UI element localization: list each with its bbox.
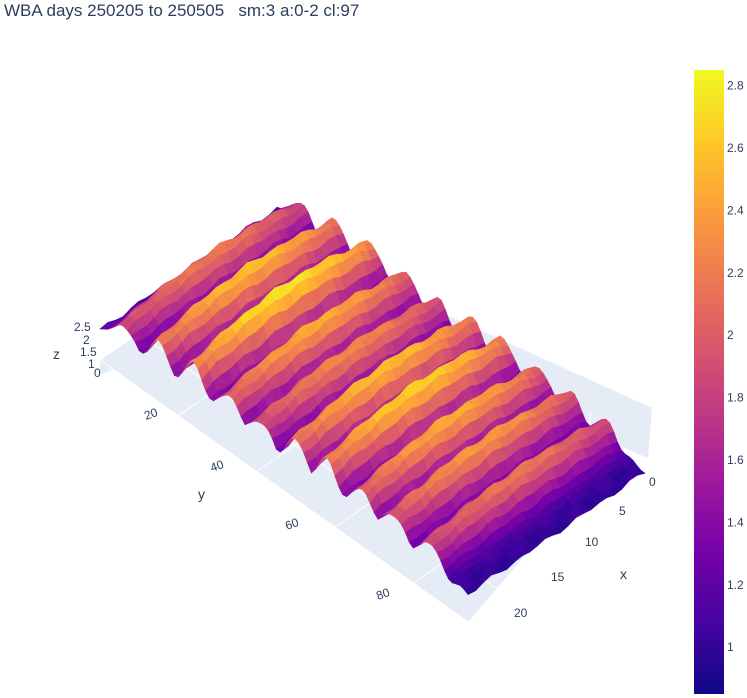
y-axis-ticks: 20 40 60 80 <box>142 405 392 603</box>
colorbar-tick-label: 1.8 <box>727 391 744 405</box>
colorbar <box>694 70 724 694</box>
z-tick-label: 2.5 <box>74 320 91 334</box>
y-tick-label: 60 <box>283 515 301 533</box>
y-tick-label: 20 <box>142 405 160 423</box>
y-tick-label: 80 <box>374 585 392 603</box>
z-tick-label: 1.5 <box>80 345 97 359</box>
x-tick-label: 10 <box>585 535 599 549</box>
x-tick-label: 0 <box>649 475 656 489</box>
x-axis-title: x <box>620 566 627 582</box>
colorbar-tick-label: 2.2 <box>727 266 744 280</box>
colorbar-tick-label: 2.4 <box>727 203 744 217</box>
surface-patch <box>463 585 477 595</box>
y-axis-title: y <box>198 486 205 502</box>
z-tick-label: 0 <box>94 366 101 380</box>
colorbar-tick-label: 1 <box>727 640 734 654</box>
z-axis-ticks: 0 1 1.5 2 2.5 <box>74 320 101 380</box>
colorbar-tick-label: 2.8 <box>727 79 744 93</box>
colorbar-tick-label: 1.2 <box>727 578 744 592</box>
colorbar-tick-label: 1.4 <box>727 515 744 529</box>
colorbar-ticks: 1 1.2 1.4 1.6 1.8 2 2.2 2.4 2.6 2.8 <box>727 79 744 655</box>
colorbar-tick-label: 2 <box>727 328 734 342</box>
colorbar-tick-label: 1.6 <box>727 453 744 467</box>
y-tick-label: 40 <box>208 457 226 475</box>
z-tick-label: 1 <box>88 357 95 371</box>
surface-mesh <box>99 202 646 595</box>
x-tick-label: 5 <box>619 504 626 518</box>
chart-title: WBA days 250205 to 250505 sm:3 a:0-2 cl:… <box>4 1 360 20</box>
colorbar-tick-label: 2.6 <box>727 141 744 155</box>
x-axis-ticks: 0 5 10 15 20 <box>514 475 656 620</box>
z-axis-title: z <box>53 346 60 362</box>
x-tick-label: 20 <box>514 606 528 620</box>
x-tick-label: 15 <box>551 570 565 584</box>
z-tick-label: 2 <box>83 333 90 347</box>
